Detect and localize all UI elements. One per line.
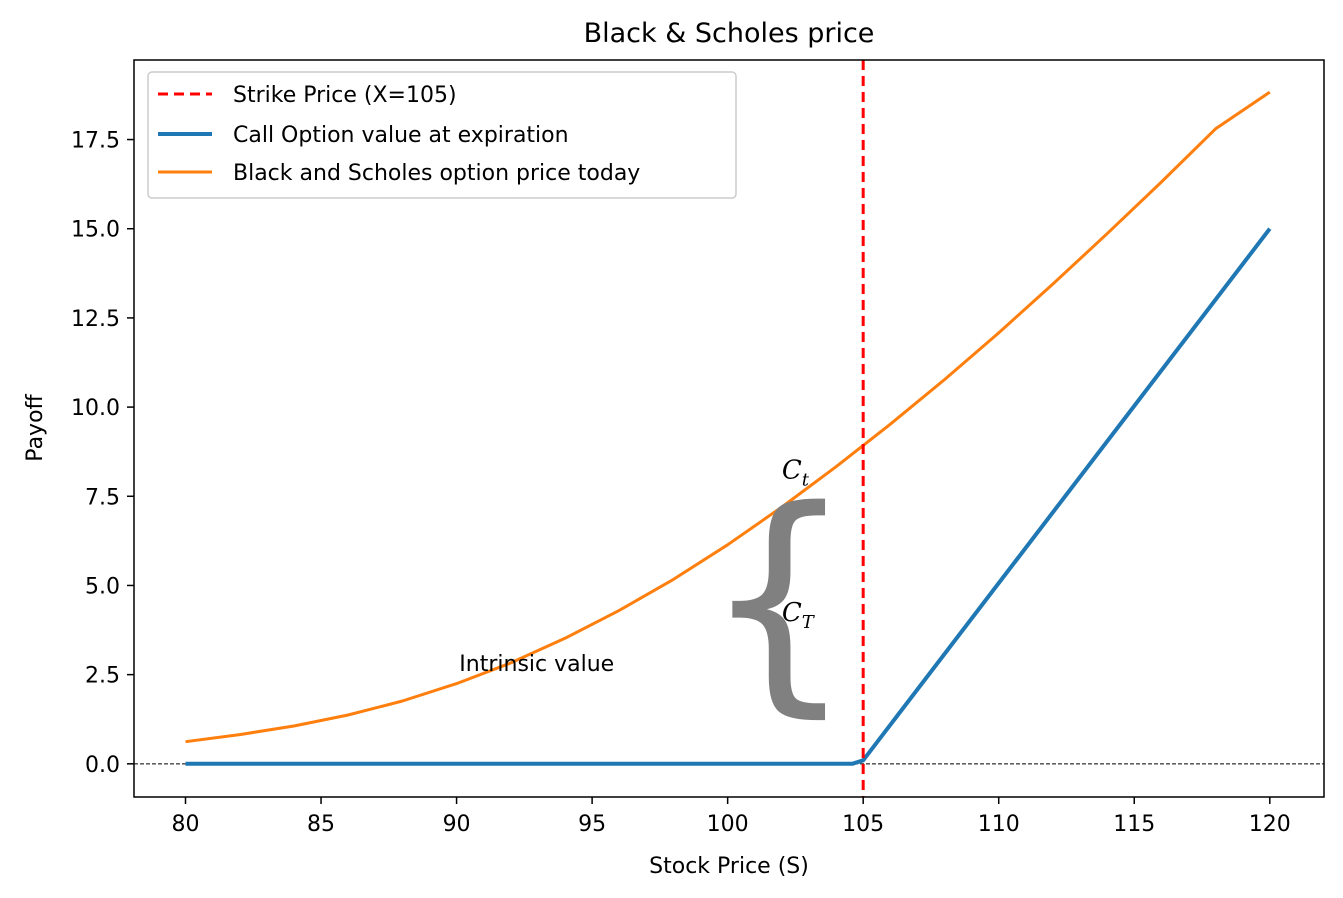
series-line-call-expiration [185, 227, 1272, 766]
y-tick-label: 15.0 [71, 218, 120, 243]
x-tick-label: 110 [978, 812, 1020, 837]
x-axis-title: Stock Price (S) [649, 854, 809, 879]
legend: Strike Price (X=105) Call Option value a… [147, 71, 737, 199]
x-tick-label: 90 [443, 812, 471, 837]
x-axis: 80 85 90 95 100 105 110 115 120 [172, 797, 1291, 837]
y-axis-title: Payoff [23, 393, 48, 461]
legend-label-black-scholes: Black and Scholes option price today [233, 161, 640, 186]
x-tick-label: 115 [1113, 812, 1155, 837]
y-tick-label: 10.0 [71, 396, 120, 421]
y-tick-label: 0.0 [85, 753, 120, 778]
x-tick-label: 80 [172, 812, 200, 837]
x-tick-label: 95 [578, 812, 606, 837]
y-tick-label: 12.5 [71, 307, 120, 332]
plot-area [134, 60, 1324, 797]
y-tick-label: 2.5 [85, 664, 120, 689]
x-tick-label: 120 [1249, 812, 1291, 837]
y-tick-label: 7.5 [85, 485, 120, 510]
brace-annotation: { [702, 458, 855, 738]
plot-frame [133, 59, 1325, 798]
y-axis: 0.0 2.5 5.0 7.5 10.0 12.5 15.0 17.5 [71, 129, 134, 778]
series-line-black-scholes [185, 90, 1271, 744]
x-tick-label: 105 [842, 812, 884, 837]
y-tick-label: 5.0 [85, 574, 120, 599]
chart-title: Black & Scholes price [584, 18, 875, 49]
legend-label-strike: Strike Price (X=105) [233, 83, 457, 108]
x-tick-label: 85 [307, 812, 335, 837]
legend-label-call-expiration: Call Option value at expiration [233, 123, 569, 148]
intrinsic-value: Intrinsic value [459, 652, 614, 677]
legend-box [147, 71, 737, 199]
x-tick-label: 100 [707, 812, 749, 837]
y-tick-label: 17.5 [71, 129, 120, 154]
